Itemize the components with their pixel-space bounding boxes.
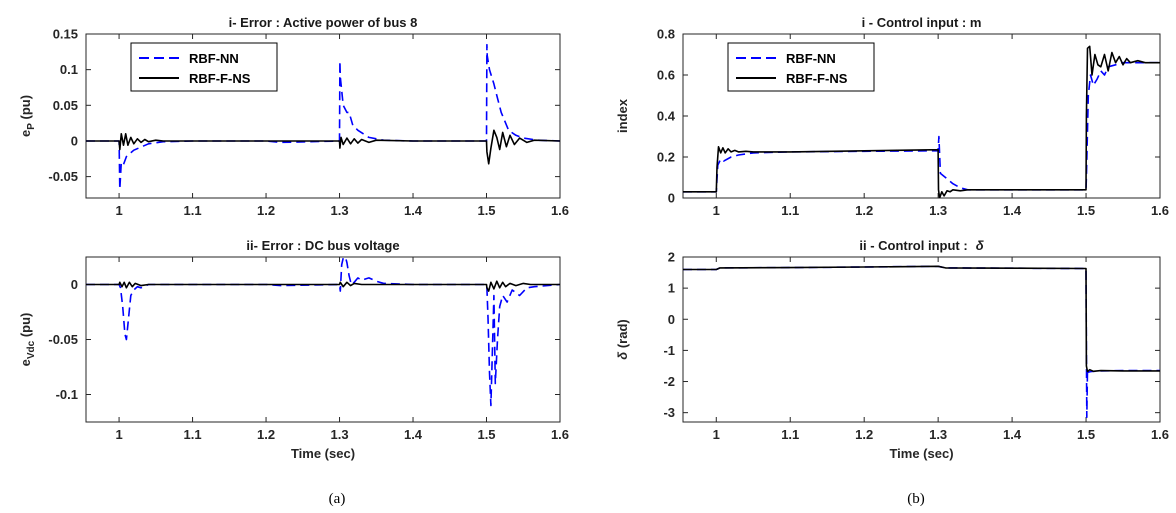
y-tick-label: 0.4 [657, 109, 676, 124]
legend-box [727, 42, 875, 92]
x-tick-label: 1.4 [1003, 427, 1022, 442]
chart-modulation-index: 1 1.1 1.2 1.3 1.4 1.5 1.6 0.8 0.6 0.4 0.2 0 i - Cont… [615, 15, 1169, 218]
y-label-unit: (rad) [615, 319, 630, 352]
x-tick-label: 1 [115, 427, 122, 442]
plot-area [85, 33, 561, 199]
legend-label-rbf-f-ns: RBF-F-NS [786, 71, 848, 86]
x-tick-label: 1.6 [551, 427, 569, 442]
y-label-unit: (pu) [18, 313, 33, 341]
legend-label-rbf-nn: RBF-NN [786, 51, 836, 66]
y-label-unit: (pu) [18, 95, 33, 123]
y-tick-label: 0.6 [657, 68, 675, 83]
chart-dc-voltage-error: 1 1.1 1.2 1.3 1.4 1.5 1.6 0 -0.05 -0.1 ii- Error :… [18, 238, 569, 461]
series-group [683, 45, 1160, 198]
x-tick-label: 1 [713, 203, 720, 218]
series-group [683, 265, 1160, 419]
chart-phase-angle: 1 1.1 1.2 1.3 1.4 1.5 1.6 2 1 0 -1 -2 -3 ii - Control… [615, 238, 1169, 461]
title-symbol: δ [976, 238, 984, 253]
y-tick-label: 0.2 [657, 150, 675, 165]
series-rbf-f-ns-line [683, 45, 1160, 198]
series-rbf-f-ns-line [86, 280, 560, 292]
y-label-subscript: P [26, 123, 37, 130]
x-tick-label: 1 [713, 427, 720, 442]
y-tick-label: 0 [668, 312, 675, 327]
plots-layer: 1 1.1 1.2 1.3 1.4 1.5 1.6 0.15 0.1 0.05 0 -0.05 i- E… [18, 15, 1169, 461]
series-rbf-nn-line [86, 257, 560, 407]
series-group [86, 43, 560, 191]
x-tick-label: 1.6 [551, 203, 569, 218]
series-rbf-nn-line [683, 265, 1160, 419]
x-axis-label: Time (sec) [291, 446, 355, 461]
caption-b: (b) [907, 491, 925, 507]
series-rbf-nn-line [86, 43, 560, 191]
chart-title: ii - Control input :δ [859, 238, 983, 253]
y-tick-label: -0.1 [56, 387, 78, 402]
x-tick-label: 1.6 [1151, 427, 1169, 442]
y-tick-label: 0.8 [657, 27, 675, 42]
legend-label-rbf-nn: RBF-NN [189, 51, 239, 66]
y-tick-label: -3 [663, 405, 675, 420]
chart-active-power-error: 1 1.1 1.2 1.3 1.4 1.5 1.6 0.15 0.1 0.05 0 -0.05 i- E… [18, 15, 569, 218]
x-tick-label: 1.3 [330, 203, 348, 218]
x-tick-label: 1.4 [1003, 203, 1022, 218]
y-tick-label: 1 [668, 281, 675, 296]
x-tick-label: 1.4 [404, 203, 423, 218]
y-tick-label: -0.05 [48, 332, 78, 347]
y-label-main: e [18, 130, 33, 137]
x-tick-label: 1.2 [257, 203, 275, 218]
caption-a: (a) [329, 491, 346, 507]
series-group [86, 257, 560, 407]
y-tick-label: 0.05 [53, 98, 78, 113]
x-tick-label: 1.1 [781, 203, 799, 218]
y-axis-label: δ (rad) [615, 319, 630, 359]
y-tick-label: 0.1 [60, 62, 78, 77]
y-label-subscript: Vdc [26, 340, 37, 359]
x-tick-label: 1.3 [929, 203, 947, 218]
plot-area [85, 256, 561, 423]
x-axis-label: Time (sec) [889, 446, 953, 461]
y-tick-label: -1 [663, 343, 675, 358]
x-tick-label: 1.1 [184, 427, 202, 442]
chart-title: i - Control input : m [862, 15, 982, 30]
legend-label-rbf-f-ns: RBF-F-NS [189, 71, 251, 86]
x-tick-label: 1.3 [330, 427, 348, 442]
y-tick-label: -0.05 [48, 169, 78, 184]
y-label-symbol: δ [615, 352, 630, 360]
chart-title: ii- Error : DC bus voltage [246, 238, 399, 253]
y-tick-label: 2 [668, 250, 675, 265]
y-axis-label: index [615, 98, 630, 133]
y-tick-label: 0 [71, 133, 78, 148]
x-tick-label: 1.6 [1151, 203, 1169, 218]
x-tick-label: 1.1 [781, 427, 799, 442]
y-axis-label: eP (pu) [18, 95, 37, 137]
y-tick-label: 0 [668, 191, 675, 206]
x-tick-label: 1.3 [929, 427, 947, 442]
x-tick-label: 1 [115, 203, 122, 218]
series-rbf-f-ns-line [683, 265, 1160, 373]
legend-box [130, 42, 278, 92]
chart-title: i- Error : Active power of bus 8 [229, 15, 418, 30]
x-tick-label: 1.5 [477, 203, 495, 218]
y-axis-label: eVdc (pu) [18, 313, 37, 367]
plot-area [682, 256, 1161, 423]
y-label-main: index [615, 98, 630, 133]
x-tick-label: 1.2 [855, 427, 873, 442]
y-label-main: e [18, 359, 33, 366]
x-tick-label: 1.5 [477, 427, 495, 442]
y-tick-label: -2 [663, 374, 675, 389]
series-rbf-f-ns-line [86, 129, 560, 165]
x-tick-label: 1.1 [184, 203, 202, 218]
y-tick-label: 0 [71, 277, 78, 292]
x-tick-label: 1.5 [1077, 427, 1095, 442]
y-tick-label: 0.15 [53, 27, 78, 42]
x-tick-label: 1.4 [404, 427, 423, 442]
legend: RBF-NN RBF-F-NS [130, 42, 278, 92]
legend: RBF-NN RBF-F-NS [727, 42, 875, 92]
x-tick-label: 1.2 [257, 427, 275, 442]
x-tick-label: 1.2 [855, 203, 873, 218]
x-tick-label: 1.5 [1077, 203, 1095, 218]
